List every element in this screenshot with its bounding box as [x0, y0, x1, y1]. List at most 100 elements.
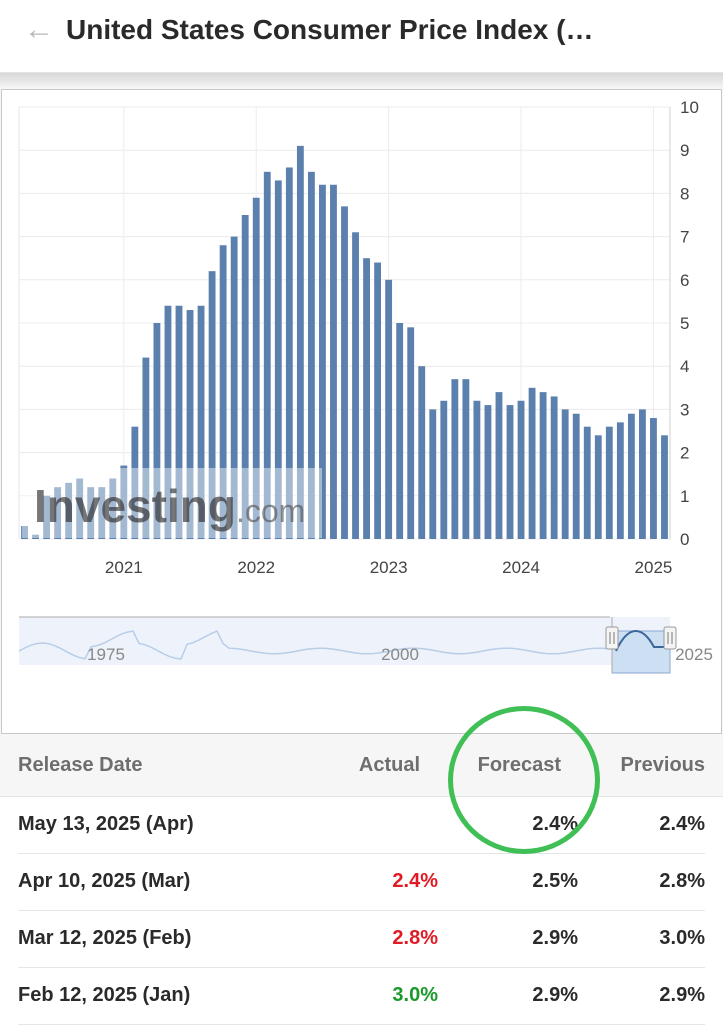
- navigator-background: [19, 617, 670, 665]
- bar: [263, 171, 271, 540]
- bar-series: [21, 145, 668, 540]
- table-row[interactable]: May 13, 2025 (Apr) 2.4% 2.4%: [18, 797, 705, 854]
- bar: [65, 482, 73, 539]
- bar: [252, 197, 260, 539]
- bar: [583, 426, 591, 539]
- bar: [43, 495, 51, 539]
- bar: [385, 279, 393, 539]
- bar: [186, 310, 194, 539]
- header-release-date[interactable]: Release Date: [18, 754, 143, 776]
- bar: [374, 262, 382, 539]
- cell-previous: 3.0%: [659, 927, 705, 949]
- y-tick-label: 5: [680, 314, 689, 333]
- x-tick-label: 2022: [237, 558, 275, 577]
- bar: [87, 487, 95, 539]
- header-forecast[interactable]: Forecast: [477, 754, 561, 776]
- bar: [484, 405, 492, 539]
- table-row[interactable]: Mar 12, 2025 (Feb) 2.8% 2.9% 3.0%: [18, 911, 705, 968]
- cell-actual: 2.4%: [392, 870, 438, 892]
- header-actual[interactable]: Actual: [358, 754, 420, 776]
- bar: [307, 171, 315, 540]
- bar: [650, 418, 657, 539]
- bar: [32, 534, 39, 539]
- bar: [109, 478, 117, 539]
- navigator-label: 1975: [87, 645, 125, 664]
- header-previous[interactable]: Previous: [620, 754, 705, 776]
- navigator-history-line: [18, 630, 608, 660]
- arrow-left-icon[interactable]: ←: [24, 13, 54, 46]
- navigator-selected-line: [615, 630, 666, 652]
- cell-previous: 2.8%: [659, 870, 705, 892]
- bar: [638, 409, 646, 539]
- y-tick-label: 4: [680, 357, 689, 376]
- cell-actual: 2.8%: [392, 927, 438, 949]
- y-tick-label: 8: [680, 184, 689, 203]
- navigator-left-handle[interactable]: [605, 626, 619, 650]
- x-tick-label: 2021: [105, 558, 143, 577]
- y-tick-label: 7: [680, 228, 689, 247]
- y-tick-label: 0: [680, 530, 689, 549]
- bar: [418, 366, 426, 539]
- bar: [539, 392, 547, 539]
- bar: [440, 400, 448, 539]
- table-row[interactable]: Apr 10, 2025 (Mar) 2.4% 2.5% 2.8%: [18, 854, 705, 911]
- header-shadow: [0, 73, 723, 87]
- y-tick-label: 9: [680, 141, 689, 160]
- chart-panel: Investing.com 10 9 8 7 6 5 4 3 2 1 0 2021 2022 2023 2…: [1, 89, 722, 734]
- bar: [451, 379, 459, 539]
- x-axis: 2021 2022 2023 2024 2025: [105, 558, 672, 577]
- y-tick-label: 10: [680, 98, 699, 117]
- watermark: Investing.com: [22, 468, 322, 538]
- bar: [616, 422, 624, 539]
- x-tick-label: 2024: [502, 558, 540, 577]
- bar: [341, 206, 348, 540]
- table-row[interactable]: Feb 12, 2025 (Jan) 3.0% 2.9% 2.9%: [18, 968, 705, 1025]
- y-tick-label: 1: [680, 487, 689, 506]
- bar: [550, 396, 558, 539]
- y-tick-label: 3: [680, 400, 689, 419]
- bar: [197, 305, 205, 539]
- bar: [76, 478, 84, 539]
- cell-release-date: Apr 10, 2025 (Mar): [18, 870, 191, 892]
- cell-forecast: 2.4%: [532, 813, 578, 835]
- cell-forecast: 2.9%: [532, 927, 578, 949]
- handle-box: [663, 626, 677, 650]
- bar: [352, 232, 359, 539]
- bar: [21, 526, 28, 539]
- bar: [462, 379, 470, 539]
- cell-previous: 2.4%: [659, 813, 705, 835]
- cell-forecast: 2.9%: [532, 984, 578, 1006]
- watermark-domain: .com: [236, 493, 305, 529]
- cell-previous: 2.9%: [659, 984, 705, 1006]
- bar: [241, 215, 249, 539]
- table-header-row: Release Date Actual Forecast Previous: [0, 736, 723, 797]
- x-tick-label: 2023: [370, 558, 408, 577]
- bar: [319, 184, 326, 539]
- cell-actual: 3.0%: [392, 984, 438, 1006]
- app-header: ← United States Consumer Price Index (…: [0, 0, 723, 73]
- navigator-label: 2000: [381, 645, 419, 664]
- bar: [572, 413, 580, 539]
- bar: [54, 487, 62, 539]
- bar: [528, 387, 536, 539]
- bar: [407, 327, 415, 539]
- bar: [208, 271, 216, 539]
- bar: [285, 167, 293, 539]
- bar: [506, 405, 514, 539]
- bar: [98, 487, 106, 539]
- bar: [120, 465, 128, 539]
- bar: [274, 180, 282, 539]
- bar: [230, 236, 238, 539]
- navigator-right-handle[interactable]: [663, 626, 677, 650]
- bar: [153, 323, 161, 539]
- cell-release-date: Mar 12, 2025 (Feb): [18, 927, 192, 949]
- bar: [219, 245, 227, 540]
- bar: [627, 413, 635, 539]
- navigator-label: 2025: [675, 645, 713, 664]
- cell-release-date: May 13, 2025 (Apr): [18, 813, 194, 835]
- cell-release-date: Feb 12, 2025 (Jan): [18, 984, 191, 1006]
- bar: [296, 145, 304, 539]
- watermark-word: Investing: [34, 480, 236, 532]
- bar: [142, 357, 150, 539]
